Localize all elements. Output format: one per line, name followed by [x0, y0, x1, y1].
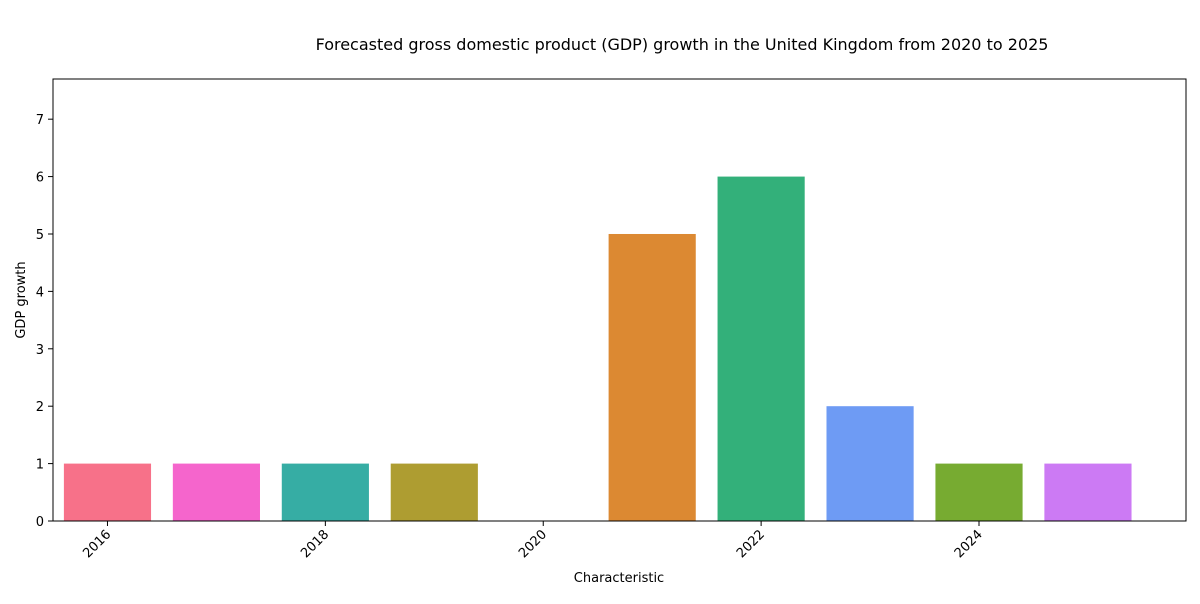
- y-tick-label: 6: [36, 171, 44, 186]
- x-tick-label: 2024: [952, 527, 986, 561]
- y-tick-label: 7: [36, 113, 44, 128]
- y-tick-label: 4: [36, 285, 44, 300]
- bars-group: [63, 176, 1132, 522]
- bar-2023: [826, 406, 914, 521]
- bar-2016: [63, 463, 152, 521]
- bar-2021: [608, 233, 696, 522]
- x-tick-label: 2020: [516, 527, 550, 561]
- x-axis: 2016 2018 2020 2022 2024: [80, 521, 986, 561]
- y-tick-label: 5: [36, 228, 44, 243]
- y-tick-label: 1: [36, 458, 44, 473]
- bar-2025: [1044, 463, 1132, 521]
- chart-title: Forecasted gross domestic product (GDP) …: [316, 35, 1049, 54]
- bar-2022: [717, 176, 805, 521]
- bar-2018: [281, 463, 369, 521]
- y-tick-label: 0: [36, 515, 44, 530]
- x-axis-label: Characteristic: [574, 571, 664, 586]
- x-tick-label: 2022: [734, 527, 768, 561]
- y-tick-label: 3: [36, 343, 44, 358]
- y-axis: 0 1 2 3 4 5 6 7: [36, 113, 53, 530]
- y-axis-label: GDP growth: [14, 261, 29, 338]
- x-tick-label: 2018: [298, 527, 332, 561]
- bar-2019: [390, 463, 478, 521]
- x-tick-label: 2016: [80, 527, 114, 561]
- bar-2017: [172, 463, 260, 521]
- plot-frame: [52, 78, 1187, 522]
- bar-2024: [935, 463, 1023, 521]
- y-tick-label: 2: [36, 400, 44, 415]
